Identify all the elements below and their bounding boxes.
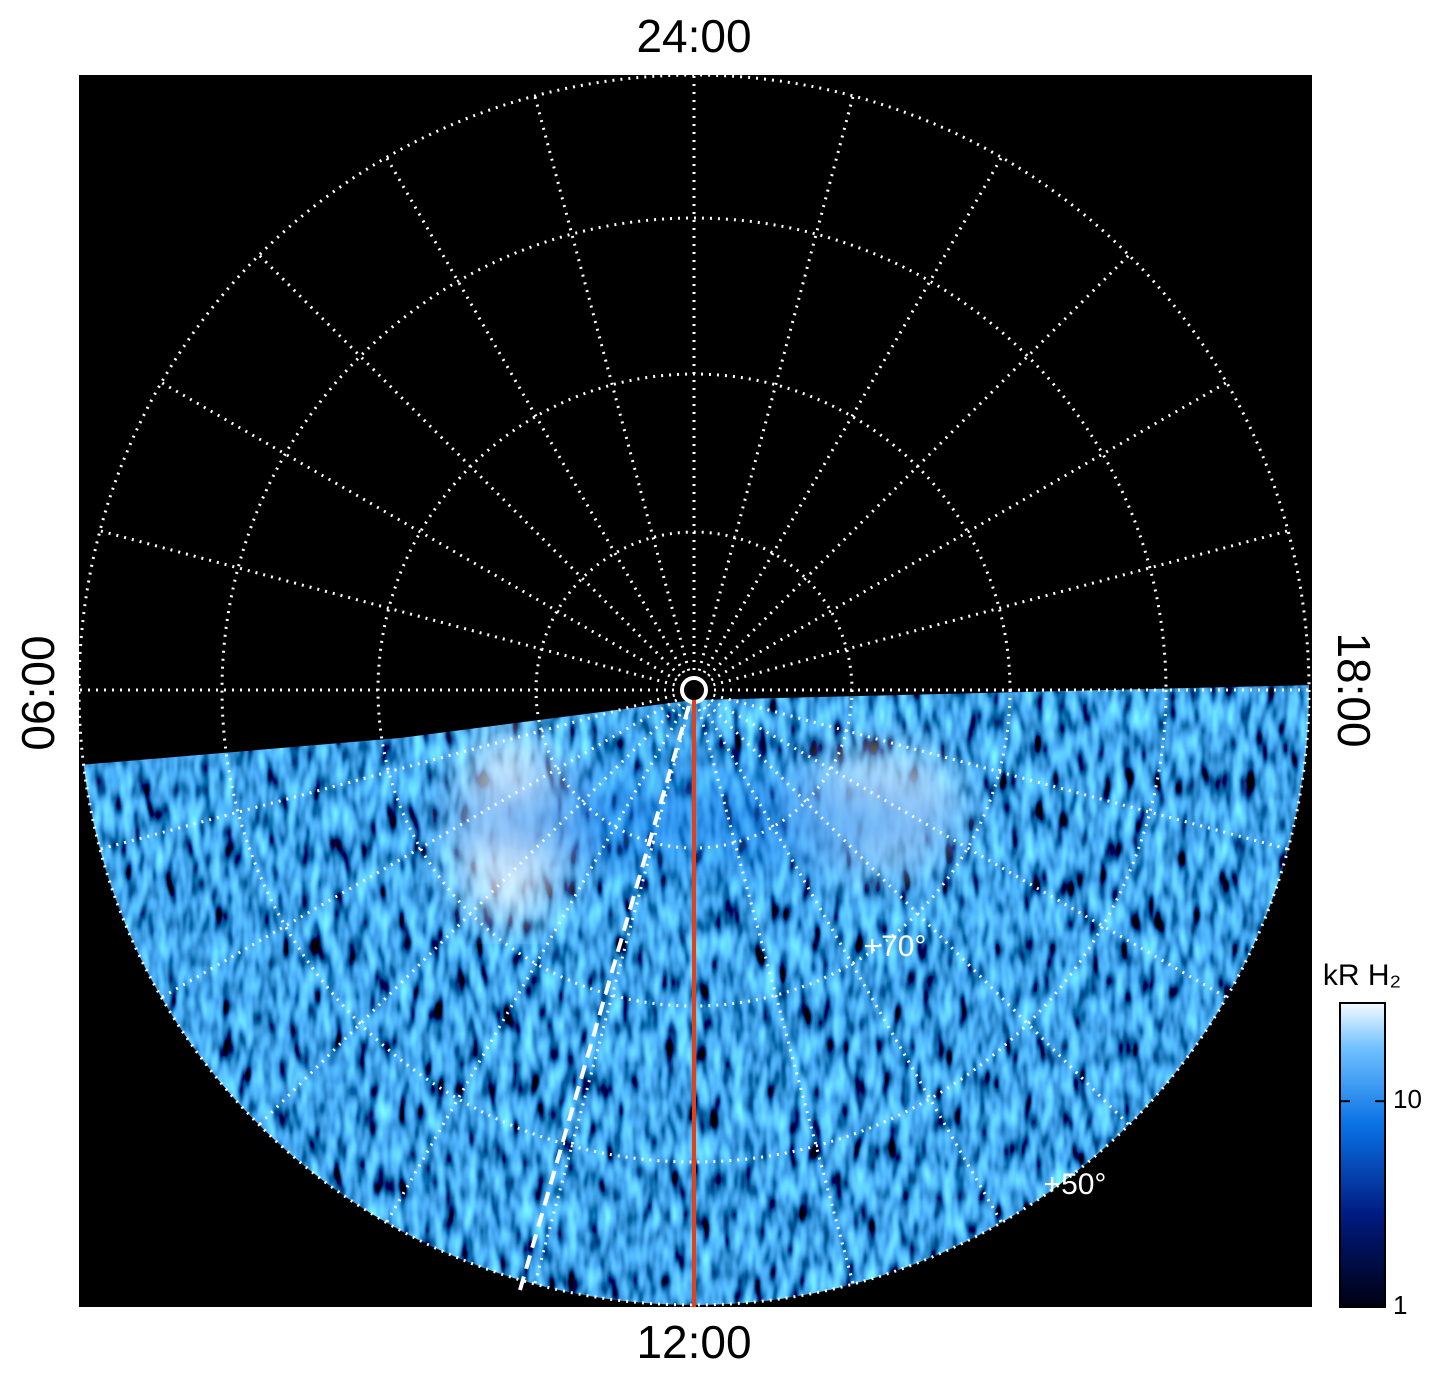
lt-label-right: 18:00 bbox=[1328, 632, 1380, 747]
meridian bbox=[533, 95, 691, 672]
colorbar-tick-label: 1 bbox=[1393, 1290, 1407, 1320]
meridian bbox=[702, 156, 1003, 674]
meridian bbox=[99, 529, 676, 687]
meridian bbox=[533, 708, 691, 1285]
meridian bbox=[385, 156, 686, 674]
meridian bbox=[99, 693, 676, 851]
meridian bbox=[258, 703, 681, 1126]
meridian bbox=[712, 693, 1289, 851]
lt-label-bottom: 12:00 bbox=[636, 1316, 751, 1368]
lt-label-left: 06:00 bbox=[12, 635, 64, 750]
meridian bbox=[710, 381, 1228, 682]
meridian bbox=[707, 703, 1130, 1126]
meridian bbox=[258, 254, 681, 677]
dashed-meridian bbox=[518, 701, 692, 1291]
meridian bbox=[707, 254, 1130, 677]
meridian bbox=[160, 381, 678, 682]
meridian bbox=[697, 95, 855, 672]
meridian bbox=[702, 706, 1003, 1224]
meridian bbox=[710, 698, 1228, 999]
lt-label-top: 24:00 bbox=[636, 10, 751, 62]
latitude-ring bbox=[77, 73, 1311, 1307]
colorbar bbox=[1339, 1002, 1386, 1308]
meridian bbox=[385, 706, 686, 1224]
colorbar-label: kR H₂ bbox=[1323, 959, 1401, 992]
colorbar-tick-label: 10 bbox=[1393, 1084, 1422, 1114]
latitude-ring bbox=[220, 216, 1168, 1164]
latitude-label: +70° bbox=[864, 930, 927, 963]
meridian bbox=[160, 698, 678, 999]
latitude-label: +50° bbox=[1044, 1168, 1107, 1201]
colorbar-axis: 1 10 bbox=[1340, 1084, 1422, 1320]
meridian bbox=[697, 708, 855, 1285]
meridian bbox=[712, 529, 1289, 687]
